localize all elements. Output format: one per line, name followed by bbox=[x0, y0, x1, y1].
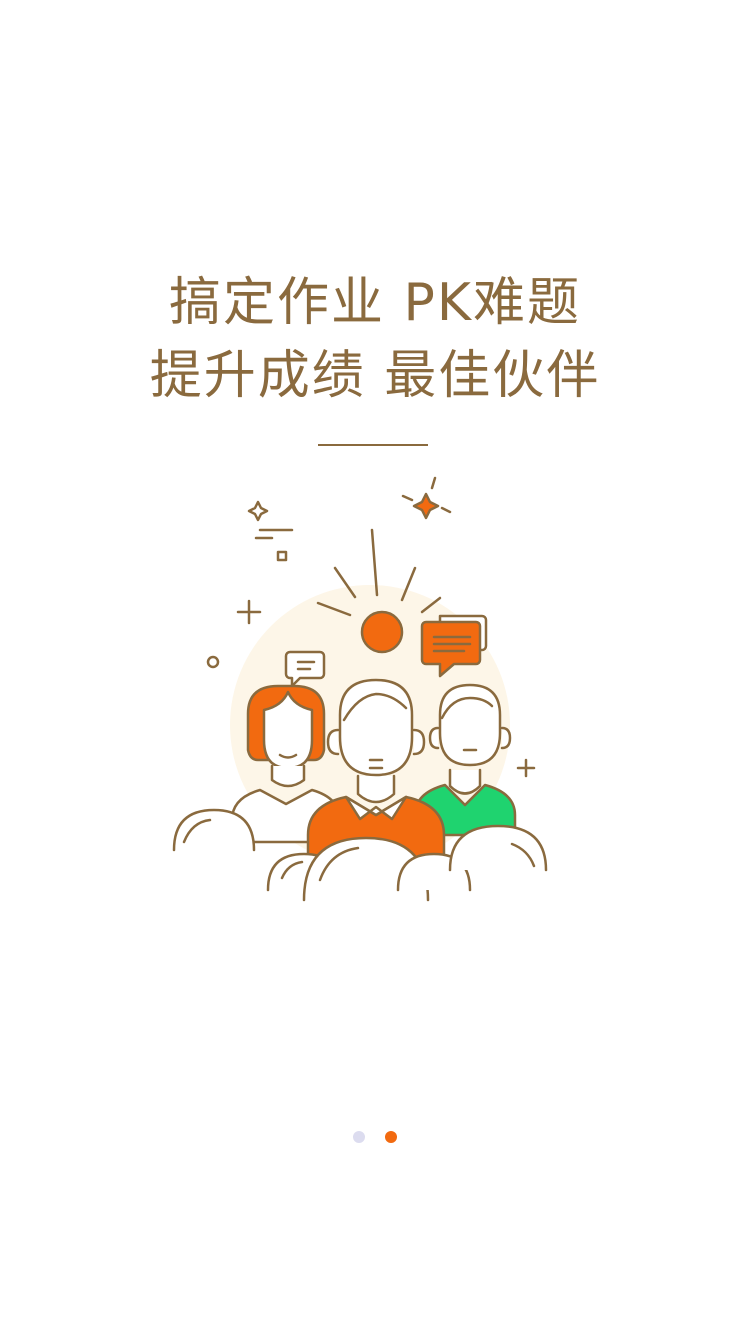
square-icon bbox=[276, 550, 288, 562]
page-dot-2-active[interactable] bbox=[385, 1131, 397, 1143]
plus-icon bbox=[236, 599, 262, 625]
headline-line-1: 搞定作业 PK难题 bbox=[169, 273, 581, 333]
sparkle-icon bbox=[412, 492, 440, 520]
headline-line-2: 提升成绩 最佳伙伴 bbox=[149, 346, 601, 406]
small-circle-icon bbox=[206, 655, 220, 669]
star-icon bbox=[247, 500, 269, 522]
foreground-clouds bbox=[172, 808, 548, 902]
page-indicator bbox=[0, 1131, 750, 1143]
girl-left-figure bbox=[230, 684, 342, 844]
sun-icon bbox=[360, 610, 404, 654]
page-dot-1[interactable] bbox=[353, 1131, 365, 1143]
plus-icon-right bbox=[516, 758, 536, 778]
students-illustration bbox=[172, 476, 548, 902]
headline-divider bbox=[318, 444, 428, 446]
sun-rays-icon bbox=[316, 528, 442, 617]
chat-bubble-icon bbox=[420, 620, 482, 678]
